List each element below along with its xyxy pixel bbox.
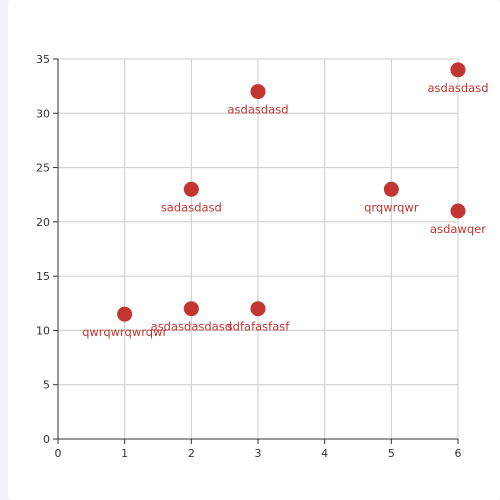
data-point[interactable] (450, 62, 466, 78)
y-tick-label: 15 (36, 270, 50, 283)
data-point[interactable] (183, 301, 199, 317)
x-tick-label: 3 (255, 447, 262, 460)
x-tick-label: 2 (188, 447, 195, 460)
data-point[interactable] (250, 301, 266, 317)
y-tick-label: 20 (36, 216, 50, 229)
x-tick-label: 1 (121, 447, 128, 460)
y-tick-label: 25 (36, 162, 50, 175)
x-tick-label: 4 (321, 447, 328, 460)
data-point-label: asdasdasdasd (151, 320, 232, 334)
data-points (117, 62, 466, 322)
data-point-label: sdfafasfasf (227, 320, 291, 334)
data-point[interactable] (250, 84, 266, 100)
data-point-label: asdawqer (430, 222, 486, 236)
grid-lines (58, 58, 459, 439)
axes (53, 58, 459, 444)
data-point[interactable] (383, 181, 399, 197)
data-point-label: asdasdasd (227, 103, 288, 117)
data-point-label: qrqwrqwr (364, 200, 419, 214)
y-tick-label: 30 (36, 107, 50, 120)
data-point-label: asdasdasd (427, 81, 488, 95)
x-tick-label: 5 (388, 447, 395, 460)
data-point[interactable] (117, 306, 133, 322)
tick-labels: 0 1 2 3 4 5 6 0 5 10 15 20 25 30 35 (36, 53, 462, 460)
x-tick-label: 6 (455, 447, 462, 460)
data-point[interactable] (183, 181, 199, 197)
y-tick-label: 10 (36, 324, 50, 337)
x-tick-label: 0 (55, 447, 62, 460)
data-point-label: sadasdasd (161, 200, 222, 214)
data-point[interactable] (450, 203, 466, 219)
y-tick-label: 35 (36, 53, 50, 66)
y-tick-label: 0 (43, 433, 50, 446)
y-tick-label: 5 (43, 379, 50, 392)
data-point-label: qwrqwrqwrqwr (82, 325, 167, 339)
chart-panel (8, 0, 500, 500)
